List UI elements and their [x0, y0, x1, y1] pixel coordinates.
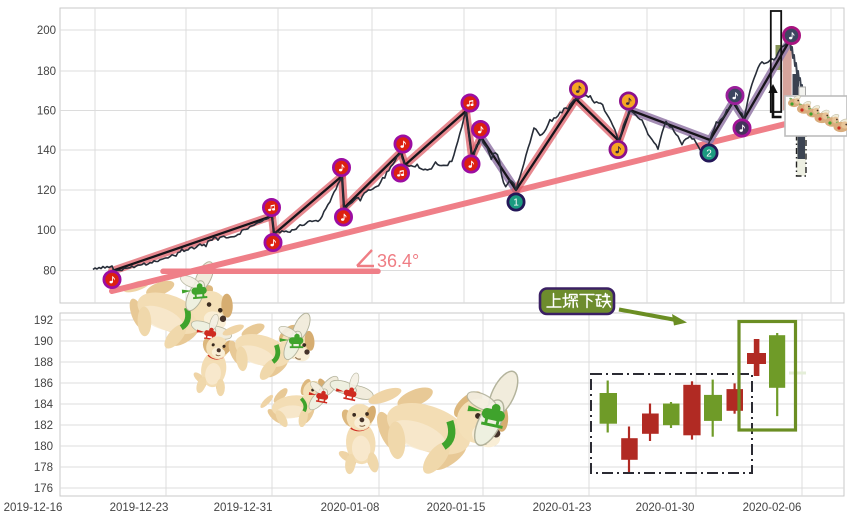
svg-text:140: 140	[37, 145, 56, 157]
svg-text:192: 192	[34, 315, 53, 327]
svg-text:178: 178	[34, 462, 53, 474]
svg-text:2020-01-30: 2020-01-30	[636, 502, 695, 514]
svg-text:176: 176	[34, 483, 53, 495]
svg-text:190: 190	[34, 336, 53, 348]
svg-text:186: 186	[34, 378, 53, 390]
svg-text:2020-01-15: 2020-01-15	[427, 502, 486, 514]
svg-text:2019-12-31: 2019-12-31	[214, 502, 273, 514]
svg-text:2020-02-06: 2020-02-06	[743, 502, 802, 514]
svg-text:120: 120	[37, 185, 56, 197]
svg-text:188: 188	[34, 357, 53, 369]
svg-text:180: 180	[37, 66, 56, 78]
svg-text:2020-01-08: 2020-01-08	[321, 502, 380, 514]
svg-text:180: 180	[34, 441, 53, 453]
svg-text:2019-12-16: 2019-12-16	[4, 502, 63, 514]
svg-text:200: 200	[37, 25, 56, 37]
svg-text:100: 100	[37, 225, 56, 237]
svg-text:2020-01-23: 2020-01-23	[533, 502, 592, 514]
svg-text:2019-12-23: 2019-12-23	[110, 502, 169, 514]
svg-text:2: 2	[706, 149, 712, 160]
svg-text:184: 184	[34, 399, 54, 411]
svg-text:36.4°: 36.4°	[377, 251, 419, 271]
svg-text:1: 1	[513, 198, 519, 209]
svg-text:80: 80	[43, 266, 56, 278]
svg-text:160: 160	[37, 106, 56, 118]
svg-text:182: 182	[34, 420, 53, 432]
